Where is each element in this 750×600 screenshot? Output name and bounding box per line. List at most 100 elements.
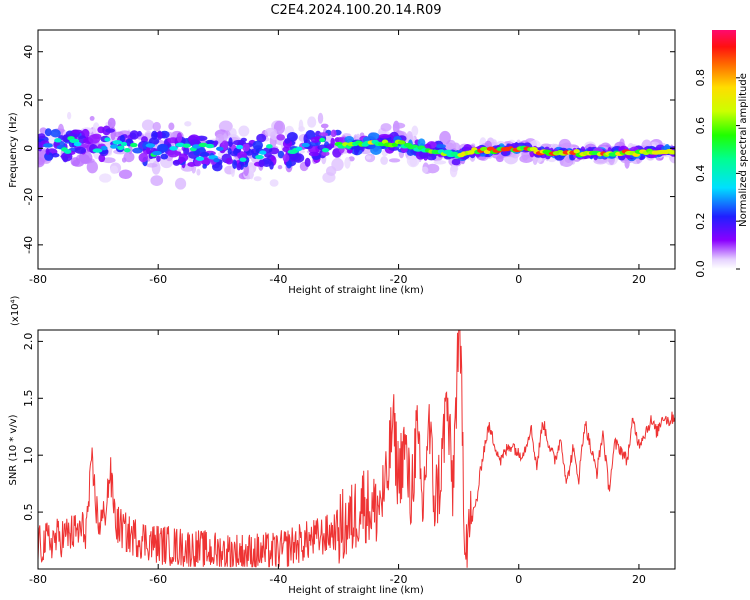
spectrum-body-blob <box>213 140 219 146</box>
spectrum-y-tick-label: -20 <box>22 188 35 206</box>
snr-ticks: -80 -60 -40 -20 0 20 0.5 1.0 1.5 2.0 <box>22 330 675 586</box>
spectrum-body-blob <box>308 151 320 157</box>
spectrum-halo-blob <box>277 164 283 170</box>
spectrum-body-blob <box>264 152 272 158</box>
spectrum-ridge-blob <box>205 143 215 149</box>
spectrum-halo-blob <box>365 155 372 160</box>
snr-x-tick-label: -60 <box>149 573 167 586</box>
snr-y-tick-label: 0.5 <box>22 503 35 521</box>
snr-y-tick-label: 2.0 <box>22 333 35 351</box>
spectrum-body-blob <box>167 149 180 158</box>
spectrum-halo-blob <box>99 173 112 183</box>
snr-series-line <box>38 330 675 568</box>
spectrum-halo-blob <box>433 160 447 165</box>
snr-x-axis-label: Height of straight line (km) <box>288 585 424 596</box>
spectrum-body-blob <box>310 136 321 143</box>
spectrum-ridge-blob <box>255 154 264 160</box>
spectrum-ridge-blob <box>216 146 224 152</box>
snr-y-axis-label: SNR (10 * v/v) <box>8 414 19 485</box>
spectrum-ridge-blob <box>112 140 123 145</box>
colorbar-tick-label: 0.8 <box>694 69 707 87</box>
spectrum-body-blob <box>303 134 308 144</box>
spectrum-body-blob <box>44 128 52 137</box>
spectrum-y-axis-label: Frequency (Hz) <box>8 112 19 188</box>
spectrum-body-blob <box>232 139 245 146</box>
snr-plot-frame <box>37 329 676 570</box>
spectrum-halo-blob <box>411 125 419 137</box>
spectrum-body-blob <box>45 148 50 156</box>
spectrum-y-tick-label: 0 <box>22 145 35 152</box>
spectrum-halo-blob <box>317 112 324 124</box>
spectrum-body-blob <box>237 151 248 160</box>
spectrum-ridge-blob <box>120 141 128 147</box>
spectrum-halo-blob <box>307 116 317 128</box>
spectrum-halo-blob <box>110 165 119 174</box>
spectrum-body-blob <box>138 152 149 163</box>
spectrum-body-blob <box>287 151 299 161</box>
spectrum-body-blob <box>258 159 265 168</box>
snr-x-tick-label: -80 <box>29 573 47 586</box>
spectrum-halo-blob <box>89 116 95 121</box>
spectrum-body-blob <box>417 138 426 148</box>
spectrum-body-blob <box>129 130 140 140</box>
spectrum-halo-blob <box>331 157 344 172</box>
spectrum-body-blob <box>318 132 329 137</box>
spectrum-body-blob <box>236 163 242 171</box>
spectrum-halo-blob <box>249 166 254 180</box>
spectrum-x-axis-label: Height of straight line (km) <box>288 285 424 296</box>
spectrum-body-blob <box>346 148 353 154</box>
colorbar-tick-label: 0.4 <box>694 165 707 183</box>
spectrum-body-blob <box>71 129 83 134</box>
snr-x-tick-label: 20 <box>632 573 646 586</box>
spectrum-halo-blob <box>184 121 192 127</box>
spectrum-y-tick-label: 20 <box>22 93 35 107</box>
spectrum-halo-blob <box>118 169 133 179</box>
spectrum-body-blob <box>148 137 160 145</box>
spectrum-halo-blob <box>269 179 279 187</box>
spectrum-body-blob <box>62 155 69 163</box>
spectrum-body-blob <box>205 139 215 145</box>
spectrum-body-blob <box>202 163 207 169</box>
spectrum-ridge-blob <box>73 141 82 147</box>
spectrum-body-blob <box>277 150 285 159</box>
spectrum-body-blob <box>157 143 169 153</box>
spectrum-x-tick-label: 0 <box>515 273 522 286</box>
spectrum-halo-blob <box>264 127 277 137</box>
spectrum-halo-blob <box>439 130 451 145</box>
spectrum-body-blob <box>242 143 250 152</box>
spectrum-halo-blob <box>449 164 458 178</box>
spectrum-body-blob <box>225 157 233 165</box>
snr-x-tick-label: 0 <box>515 573 522 586</box>
spectrum-ridge-blob <box>175 142 186 148</box>
spectrum-body-blob <box>284 138 291 144</box>
spectrum-ridge-blob <box>92 148 103 153</box>
snr-y-multiplier: (x10⁴) <box>10 295 21 326</box>
snr-x-tick-label: -40 <box>269 573 287 586</box>
spectrum-ridge-blob <box>117 145 125 150</box>
spectrum-plot-frame <box>37 29 676 270</box>
spectrum-halo-blob <box>380 123 392 132</box>
spectrum-body-blob <box>321 151 330 157</box>
snr-x-tick-label: -20 <box>390 573 408 586</box>
spectrum-halo-blob <box>238 125 250 137</box>
spectrum-halo-blob <box>344 156 351 169</box>
spectrum-halo-blob <box>215 133 225 144</box>
colorbar <box>712 30 736 269</box>
spectrum-halo-blob <box>388 158 401 163</box>
spectrum-y-tick-label: 40 <box>22 45 35 59</box>
snr-y-tick-label: 1.5 <box>22 390 35 408</box>
spectrum-halo-blob <box>78 151 93 165</box>
spectrum-halo-blob <box>67 111 72 120</box>
spectrum-halo-blob <box>421 166 429 174</box>
snr-panel: -80 -60 -40 -20 0 20 0.5 1.0 1.5 2.0 Height of st… <box>8 295 676 596</box>
spectrum-body-blob <box>435 144 446 149</box>
spectrum-ridge-blob <box>667 150 675 155</box>
spectrum-halo-blob <box>101 157 116 164</box>
spectrum-ridge-blob <box>110 144 118 149</box>
spectrum-halo-blob <box>92 122 100 136</box>
spectrum-body-blob <box>269 161 274 170</box>
spectrum-ridge-blob <box>573 149 580 154</box>
spectrum-body-blob <box>330 129 337 138</box>
spectrum-ridge-blob <box>236 144 244 150</box>
